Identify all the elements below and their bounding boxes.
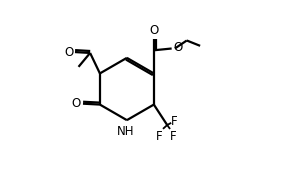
Text: O: O — [173, 41, 182, 54]
Text: O: O — [72, 97, 81, 110]
Text: F: F — [156, 130, 163, 143]
Text: F: F — [171, 115, 178, 128]
Text: O: O — [149, 24, 158, 37]
Text: O: O — [64, 46, 73, 59]
Text: F: F — [170, 130, 176, 143]
Text: NH: NH — [117, 125, 135, 138]
